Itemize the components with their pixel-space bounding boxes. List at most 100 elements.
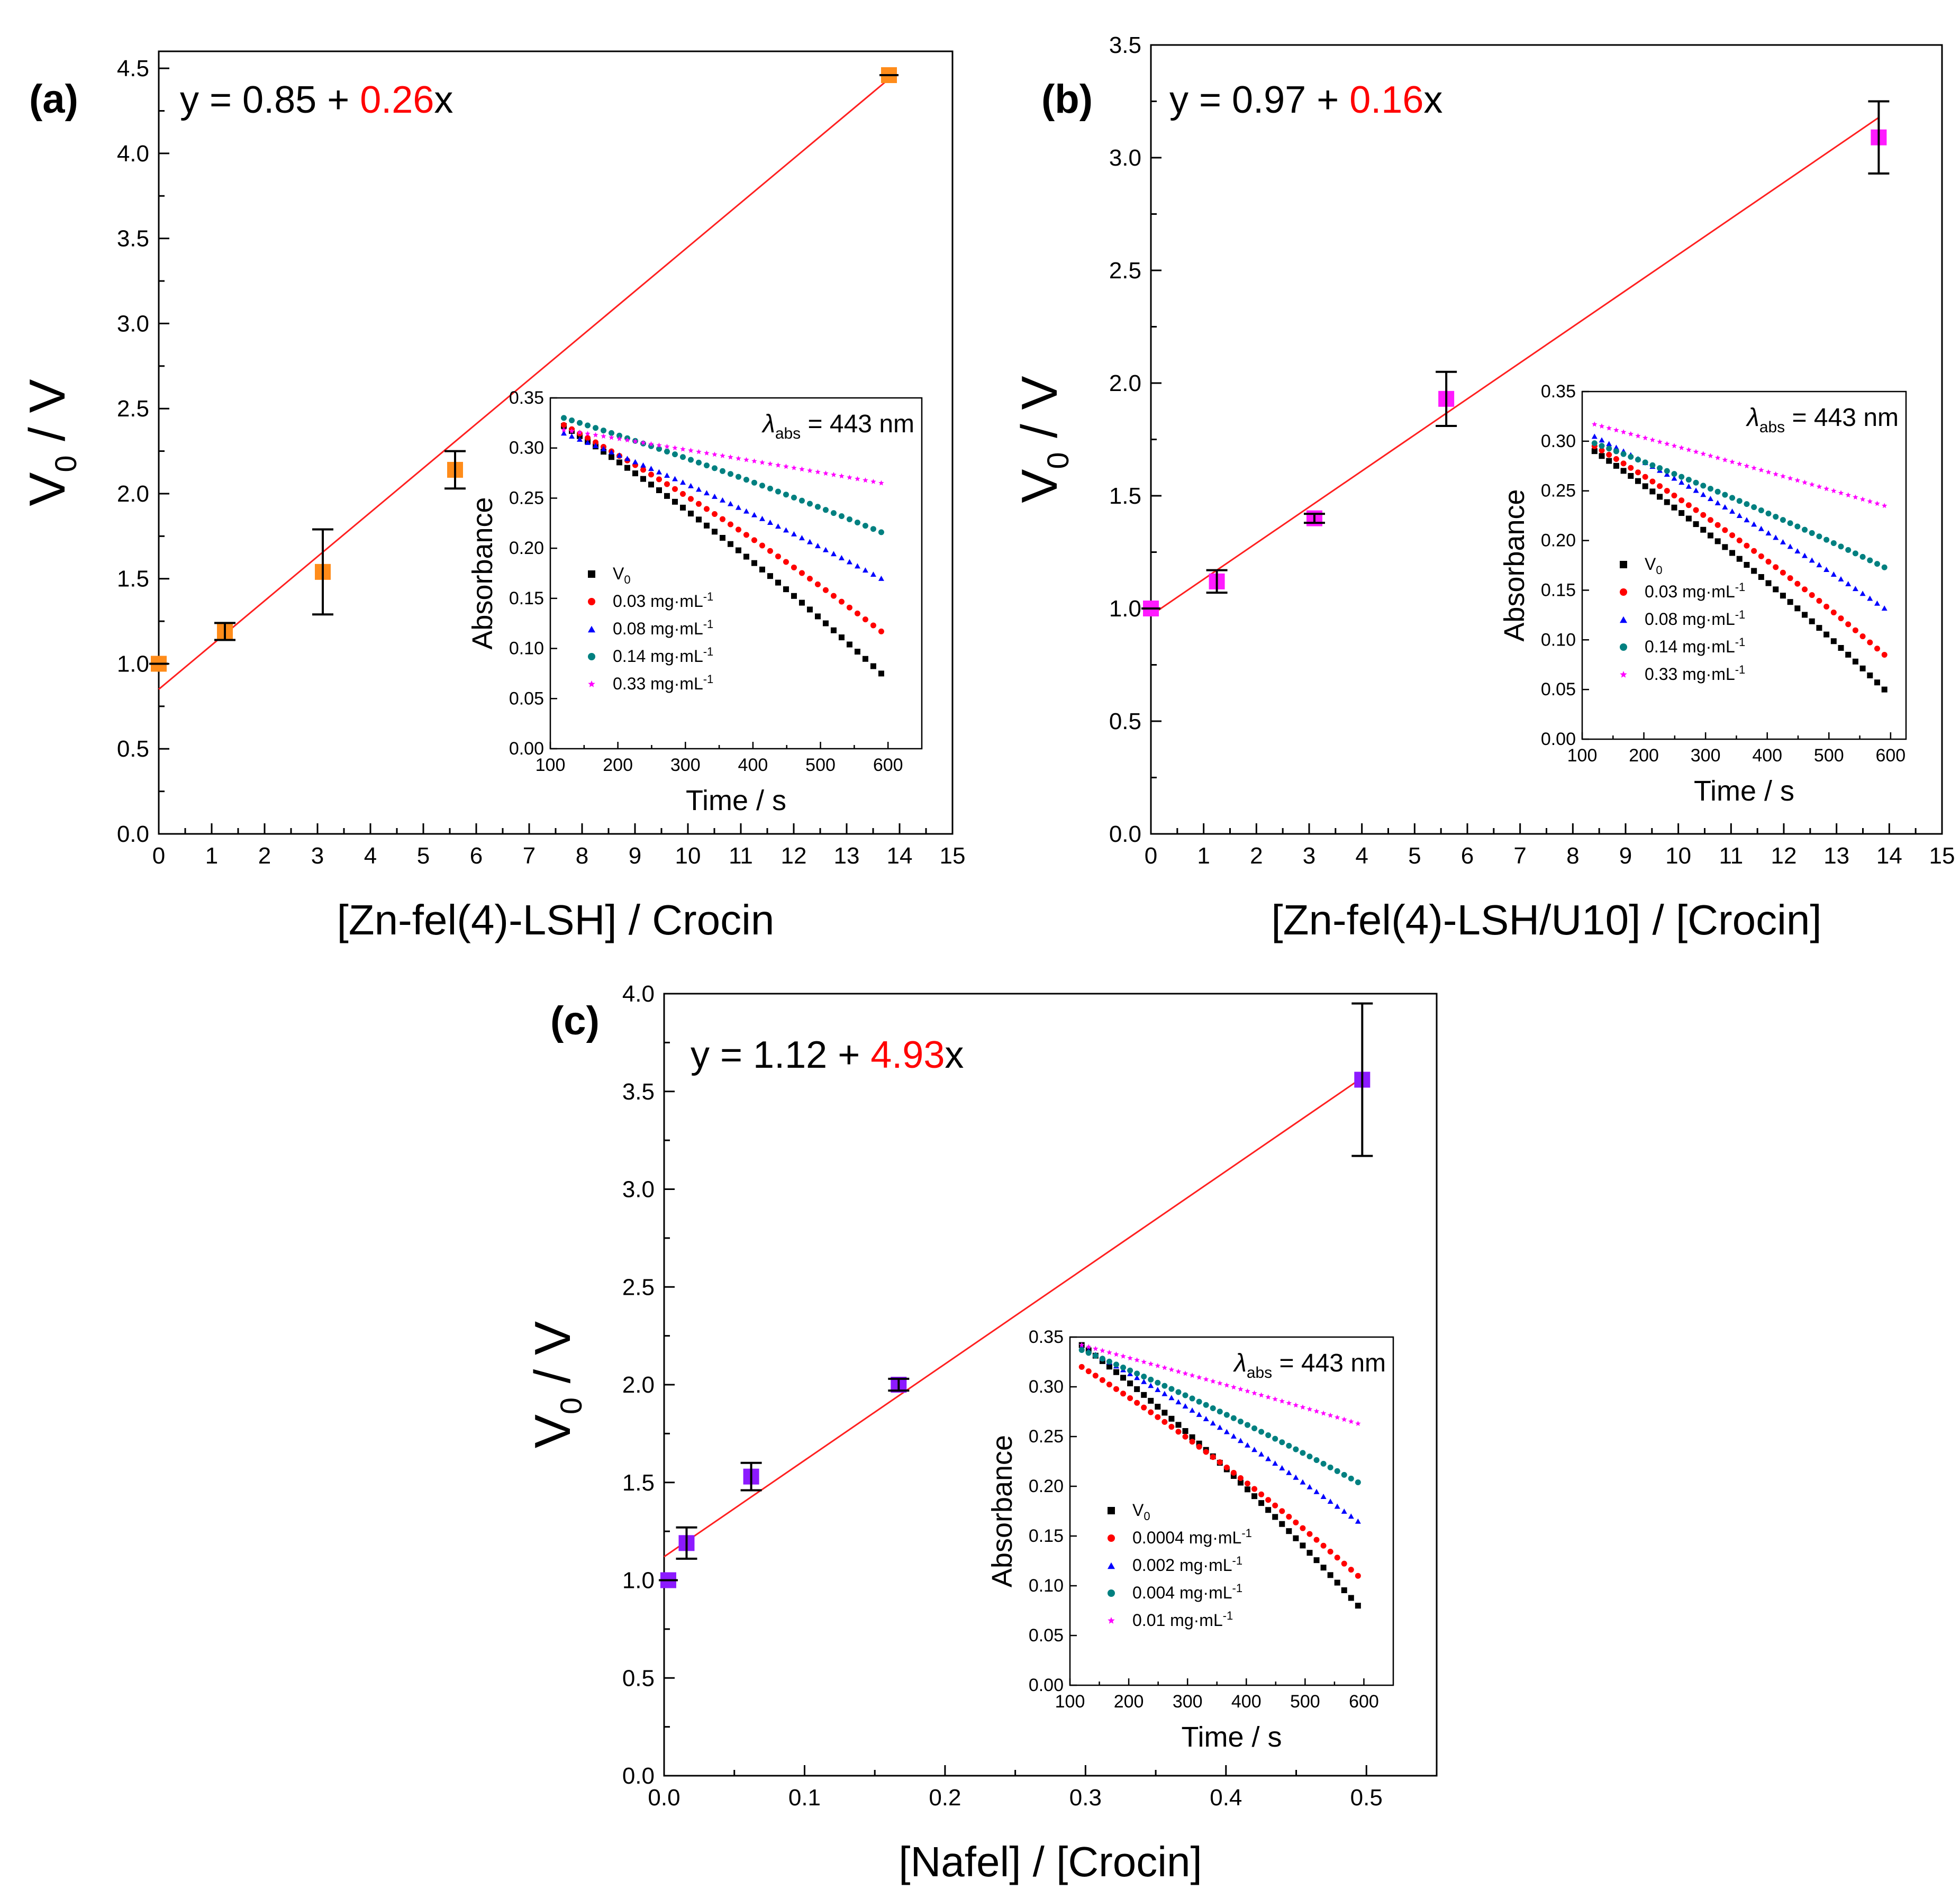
inset-series-point [1628, 453, 1634, 460]
inset-chart: 100 200 300 400 500 600 0.00 0.05 0.10 0.15 0.20 0.… [986, 1327, 1394, 1753]
inset-series-point [751, 537, 757, 543]
inset-series-point [751, 560, 757, 566]
inset-series-point [696, 449, 702, 455]
inset-series-point [878, 529, 884, 535]
equation-suffix: x [945, 1034, 964, 1076]
inset-series-point [1223, 1429, 1230, 1434]
y-tick-label: 3.0 [622, 1177, 655, 1203]
inset-series-point [1258, 1429, 1265, 1435]
inset-series: 0.0004 mg·mL-1 [1078, 1364, 1361, 1579]
inset-series-point [1327, 1464, 1333, 1470]
inset-series-point [1279, 1439, 1285, 1446]
inset-series-point [688, 448, 694, 453]
inset-series-point [593, 439, 599, 446]
inset-series-point [1685, 477, 1692, 483]
inset-series-point [1853, 494, 1858, 500]
inset-series-point [1251, 1486, 1258, 1492]
inset-series-point [561, 422, 567, 428]
inset-series-point [593, 425, 599, 431]
x-tick-label: 14 [887, 843, 913, 869]
inset-series: 0.08 mg·mL-1 [561, 430, 884, 638]
inset-series-point [1203, 1402, 1209, 1408]
y-tick-label: 2.0 [117, 481, 149, 507]
inset-series-point [735, 504, 741, 510]
y-tick-label: 3.5 [1109, 32, 1141, 58]
inset-series-point [1320, 1542, 1327, 1549]
inset-series-point [1671, 471, 1677, 477]
inset-series-point [1736, 498, 1743, 504]
inset-series-point [1592, 421, 1598, 427]
inset-series-point [1823, 567, 1830, 573]
inset-series-point [1794, 477, 1801, 483]
inset-series-point [1265, 1456, 1272, 1461]
inset-series-point [687, 511, 694, 517]
inset-series-point [727, 471, 733, 477]
inset-series-point [1722, 504, 1728, 510]
x-tick-label: 7 [1513, 843, 1526, 869]
y-tick-label: 2.0 [622, 1372, 655, 1398]
inset-series-point [1348, 1513, 1354, 1519]
inset-series-point [1845, 492, 1851, 498]
inset-series-point [1182, 1433, 1188, 1440]
inset-series-point [632, 438, 638, 444]
inset-series-point [1106, 1349, 1112, 1355]
inset-series-point [1272, 1460, 1278, 1466]
legend-marker [588, 680, 595, 687]
inset-series-point [1744, 542, 1750, 549]
inset-x-tick-label: 400 [1752, 746, 1782, 766]
inset-series-point [585, 435, 591, 441]
inset-series-point [1693, 487, 1699, 493]
inset-series-point [1802, 586, 1808, 593]
x-tick-label: 7 [523, 843, 536, 869]
inset-series-point [1320, 1565, 1327, 1571]
x-tick-label: 15 [940, 843, 966, 869]
x-tick-label: 9 [629, 843, 641, 869]
inset-series-point [664, 448, 670, 455]
inset-series-point [1744, 562, 1750, 568]
inset-series-point [1355, 1421, 1361, 1426]
inset-series-point [838, 598, 845, 605]
inset-series-point [1155, 1379, 1161, 1386]
inset-series-point [1279, 1398, 1285, 1404]
inset-series-point [1279, 1521, 1285, 1527]
inset-series-point [609, 434, 614, 440]
inset-series-point [1313, 1488, 1320, 1494]
inset-series-point [1251, 1493, 1258, 1500]
inset-series-point [1327, 1412, 1333, 1418]
inset-series-point [759, 566, 765, 573]
inset-series-point [1327, 1549, 1333, 1555]
inset-series-point [664, 481, 670, 487]
inset-series-point [1306, 1550, 1313, 1556]
inset-series-point [1823, 603, 1830, 610]
inset-series-point [831, 471, 837, 477]
inset-series-point [1127, 1395, 1133, 1402]
fit-equation: y = 0.85 + 0.26x [180, 79, 453, 121]
inset-series-point [1729, 508, 1736, 514]
inset-series-point [823, 470, 829, 476]
inset-series-point [577, 420, 583, 426]
inset-series-point [640, 462, 646, 468]
legend-marker [1620, 588, 1627, 596]
inset-series-point [1802, 526, 1808, 533]
inset-series-point [1780, 517, 1786, 523]
y-tick-label: 4.0 [622, 981, 655, 1007]
inset-series-point [1874, 679, 1881, 686]
inset-series-point [838, 513, 845, 520]
inset-annotation: λabs = 443 nm [761, 410, 914, 442]
inset-series-point [624, 465, 631, 471]
legend-sup: -1 [1223, 1609, 1233, 1622]
inset-x-axis-label: Time / s [1181, 1721, 1282, 1753]
inset-series-point [767, 520, 773, 525]
inset-series-point [1155, 1386, 1161, 1392]
inset-series-point [1657, 494, 1663, 500]
inset-series-point [1816, 562, 1822, 568]
inset-series-point [1780, 539, 1786, 544]
inset-series-point [1722, 527, 1728, 533]
y-tick-label: 1.5 [1109, 483, 1141, 509]
inset-series-point [1313, 1457, 1320, 1464]
y-tick-label: 3.5 [622, 1079, 655, 1105]
inset-series-point [1134, 1400, 1140, 1406]
inset-series-point [1148, 1409, 1154, 1415]
x-tick-label: 12 [781, 843, 807, 869]
legend-sub: 0 [1656, 564, 1662, 577]
